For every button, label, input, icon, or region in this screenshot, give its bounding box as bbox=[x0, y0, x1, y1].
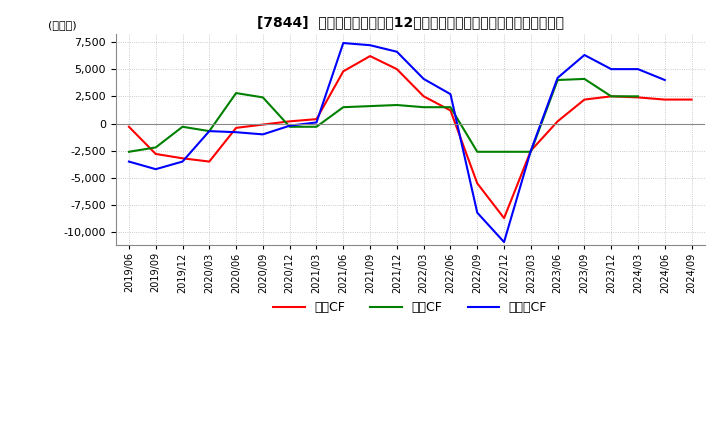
投資CF bbox=[285, 124, 294, 129]
投資CF bbox=[473, 149, 482, 154]
フリーCF bbox=[419, 76, 428, 81]
フリーCF bbox=[500, 239, 508, 245]
フリーCF bbox=[285, 123, 294, 128]
Line: 投資CF: 投資CF bbox=[129, 79, 638, 152]
フリーCF bbox=[607, 66, 616, 72]
投資CF bbox=[607, 94, 616, 99]
投資CF bbox=[392, 103, 401, 108]
営業CF bbox=[688, 97, 696, 102]
フリーCF bbox=[392, 49, 401, 55]
投資CF bbox=[258, 95, 267, 100]
営業CF bbox=[232, 125, 240, 131]
フリーCF bbox=[178, 159, 186, 164]
Legend: 営業CF, 投資CF, フリーCF: 営業CF, 投資CF, フリーCF bbox=[269, 296, 552, 319]
フリーCF bbox=[473, 210, 482, 215]
営業CF bbox=[634, 95, 642, 100]
投資CF bbox=[205, 128, 214, 134]
営業CF bbox=[607, 94, 616, 99]
投資CF bbox=[178, 124, 186, 129]
営業CF bbox=[526, 148, 535, 153]
投資CF bbox=[366, 103, 374, 109]
投資CF bbox=[151, 145, 160, 150]
フリーCF bbox=[205, 128, 214, 134]
営業CF bbox=[660, 97, 669, 102]
営業CF bbox=[366, 53, 374, 59]
投資CF bbox=[125, 149, 133, 154]
フリーCF bbox=[232, 129, 240, 135]
投資CF bbox=[339, 105, 348, 110]
投資CF bbox=[232, 90, 240, 95]
投資CF bbox=[526, 149, 535, 154]
営業CF bbox=[151, 151, 160, 157]
フリーCF bbox=[634, 66, 642, 72]
営業CF bbox=[473, 181, 482, 186]
営業CF bbox=[553, 119, 562, 124]
営業CF bbox=[419, 94, 428, 99]
営業CF bbox=[392, 66, 401, 72]
投資CF bbox=[312, 124, 321, 129]
投資CF bbox=[634, 94, 642, 99]
フリーCF bbox=[312, 120, 321, 125]
営業CF bbox=[125, 124, 133, 129]
投資CF bbox=[553, 77, 562, 83]
営業CF bbox=[205, 159, 214, 164]
営業CF bbox=[312, 117, 321, 122]
フリーCF bbox=[580, 52, 589, 58]
フリーCF bbox=[366, 43, 374, 48]
投資CF bbox=[419, 105, 428, 110]
営業CF bbox=[580, 97, 589, 102]
営業CF bbox=[258, 122, 267, 127]
フリーCF bbox=[151, 167, 160, 172]
フリーCF bbox=[125, 159, 133, 164]
投資CF bbox=[446, 105, 455, 110]
投資CF bbox=[500, 149, 508, 154]
フリーCF bbox=[660, 77, 669, 83]
フリーCF bbox=[446, 92, 455, 97]
営業CF bbox=[285, 119, 294, 124]
Line: 営業CF: 営業CF bbox=[129, 56, 692, 218]
Line: フリーCF: フリーCF bbox=[129, 43, 665, 242]
営業CF bbox=[446, 108, 455, 113]
投資CF bbox=[580, 76, 589, 81]
フリーCF bbox=[553, 75, 562, 81]
営業CF bbox=[178, 156, 186, 161]
営業CF bbox=[500, 216, 508, 221]
フリーCF bbox=[339, 40, 348, 46]
フリーCF bbox=[258, 132, 267, 137]
Y-axis label: (百万円): (百万円) bbox=[48, 20, 77, 30]
フリーCF bbox=[526, 148, 535, 153]
Title: [7844]  キャッシュフローの12か月移動合計の対前年同期増減額の推移: [7844] キャッシュフローの12か月移動合計の対前年同期増減額の推移 bbox=[257, 15, 564, 29]
営業CF bbox=[339, 69, 348, 74]
